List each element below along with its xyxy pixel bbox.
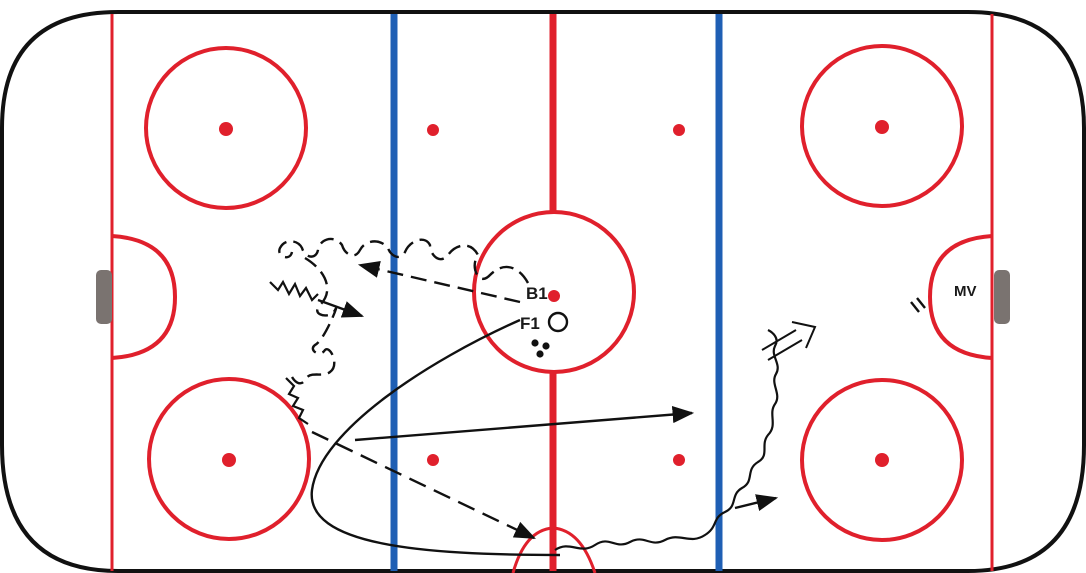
pass-lower-left-to-bottom <box>311 430 536 540</box>
player-label-f1: F1 <box>520 314 540 333</box>
faceoff-circle-top-right <box>800 44 964 208</box>
short-arrow-bottom-right <box>734 494 779 512</box>
pass-b1-to-left <box>357 260 521 304</box>
puck <box>531 339 539 347</box>
puck <box>536 350 544 358</box>
player-label-b1: B1 <box>526 284 548 303</box>
player-label-mv: MV <box>954 283 977 300</box>
goal-left <box>96 270 112 324</box>
skate-with-puck-upper-left <box>269 279 319 302</box>
faceoff-dot-bottom-right <box>875 453 889 467</box>
shot-arrow <box>761 321 817 361</box>
bottom-center-arc <box>511 526 597 573</box>
neutral-dot-top-right <box>673 124 685 136</box>
pucks <box>531 339 550 358</box>
skate-with-puck-lower-left <box>285 377 309 425</box>
neutral-dot-bottom-left <box>427 454 439 466</box>
faceoff-dot-top-right <box>875 120 889 134</box>
skate-arrow-upper-left <box>317 298 365 318</box>
neutral-dot-top-left <box>427 124 439 136</box>
f1-skate-curve <box>310 318 561 557</box>
goal-right <box>994 270 1010 324</box>
goal-crease-left <box>111 234 178 360</box>
faceoff-circle-bottom-right <box>800 378 964 542</box>
b1-backward-skate-path <box>278 237 530 385</box>
f1-player-marker <box>547 311 569 333</box>
faceoff-circle-top-left <box>144 46 308 210</box>
center-faceoff-dot <box>548 290 560 302</box>
long-arrow-neutral-zone <box>354 405 695 442</box>
goalie-marks <box>910 297 926 313</box>
puck <box>542 342 550 350</box>
faceoff-circle-bottom-left <box>147 377 311 541</box>
neutral-dot-bottom-right <box>673 454 685 466</box>
goal-crease-right <box>927 234 993 360</box>
skate-with-puck-bottom-right <box>554 329 779 551</box>
faceoff-dot-top-left <box>219 122 233 136</box>
faceoff-dot-bottom-left <box>222 453 236 467</box>
